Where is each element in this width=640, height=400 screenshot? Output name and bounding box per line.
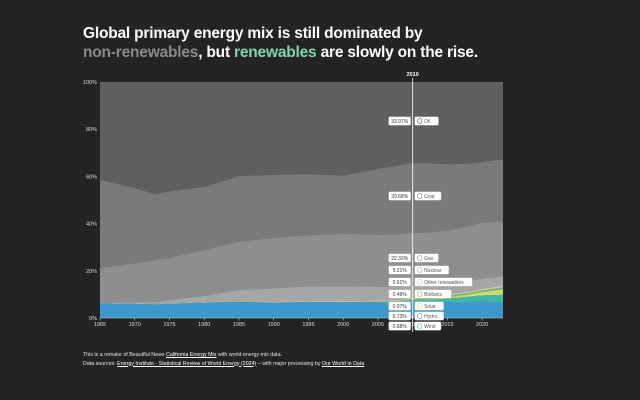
tooltip-series-name: Wind xyxy=(424,324,436,330)
tooltip-value-box xyxy=(388,253,411,263)
tooltip-value: 22.33% xyxy=(391,256,409,262)
oil-drop-icon xyxy=(416,118,423,124)
y-tick-label: 100% xyxy=(83,80,97,86)
tooltip-value: 0.07% xyxy=(393,304,408,310)
tooltip-hydro: 6.73% Hydro xyxy=(388,311,444,321)
y-axis: 0% 20% 40% 60% 80% 100% xyxy=(83,80,97,322)
footer: This is a remake of Beautiful News Calif… xyxy=(83,351,623,368)
x-tick-label: 2000 xyxy=(337,322,349,328)
tooltip-series-name: Gas xyxy=(424,256,434,262)
tooltip-biofuels: 0.49% Biofuels xyxy=(388,289,452,299)
tooltip-value-box xyxy=(388,321,411,331)
tooltip-value-box xyxy=(388,301,411,311)
tooltip-value-box xyxy=(388,265,411,275)
y-tick-label: 20% xyxy=(86,269,97,275)
tooltip-value: 5.21% xyxy=(393,268,408,274)
title-renewables: renewables xyxy=(234,44,317,61)
tooltip-name-box xyxy=(414,311,444,321)
area-coal xyxy=(100,159,503,268)
gas-flame-icon xyxy=(416,255,423,261)
solar-sun-icon xyxy=(416,303,423,309)
x-tick-label: 1965 xyxy=(94,322,106,328)
tooltip-name-box xyxy=(414,265,450,275)
x-tick-label: 1975 xyxy=(163,322,175,328)
tooltip-name-box xyxy=(414,289,452,299)
title-mid: , but xyxy=(198,44,235,61)
link-california-energy-mix[interactable]: California Energy Mix xyxy=(166,352,217,358)
tooltip-value-box xyxy=(388,311,411,321)
tooltip-nuclear: 5.21% Nuclear xyxy=(388,265,450,275)
y-tick-label: 40% xyxy=(86,222,97,228)
x-tick-label: 2015 xyxy=(441,322,453,328)
tooltip-value: 0.68% xyxy=(393,324,408,330)
tooltip-series-name: Solar xyxy=(424,304,436,310)
area-oil xyxy=(100,82,503,195)
hover-year-label: 2010 xyxy=(407,72,419,78)
tooltip-value: 0.61% xyxy=(393,280,408,286)
tooltip-value: 29.68% xyxy=(391,194,409,200)
x-tick-label: 2005 xyxy=(372,322,384,328)
x-tick-label: 1970 xyxy=(129,322,141,328)
footer-line2: Data sources: Energy Institute - Statist… xyxy=(83,360,623,369)
tooltip-other-renewables: 0.61% Other renewables xyxy=(388,277,473,287)
link-our-world-in-data[interactable]: Our World in Data xyxy=(321,360,365,367)
tooltip-name-box xyxy=(414,277,473,287)
tooltip-value-box xyxy=(388,191,411,201)
footer-text-2a: Data sources: xyxy=(83,360,118,367)
tooltip-coal: 29.68% Coal xyxy=(388,191,442,201)
x-tick-label: 1995 xyxy=(302,322,314,328)
tooltip-value: 0.49% xyxy=(393,292,408,298)
nuclear-icon xyxy=(416,267,423,273)
y-tick-label: 0% xyxy=(89,316,97,322)
tooltip-gas: 22.33% Gas xyxy=(388,253,439,263)
title-line1: Global primary energy mix is still domin… xyxy=(83,25,423,42)
y-tick-label: 60% xyxy=(86,174,97,180)
other-renewables-icon xyxy=(416,279,423,285)
biofuels-leaf-icon xyxy=(416,291,423,297)
y-tick-label: 80% xyxy=(86,127,97,133)
tooltip-value-box xyxy=(388,116,411,126)
tooltip-series-name: Other renewables xyxy=(424,280,464,286)
link-energy-institute[interactable]: Energy Institute - Statistical Review of… xyxy=(117,360,257,367)
hydro-wave-icon xyxy=(416,313,423,319)
x-tick-label: 1980 xyxy=(198,322,210,328)
tooltip-oil: 33.97% Oil xyxy=(388,116,439,126)
x-tick-label: 2020 xyxy=(476,322,488,328)
hover-layer[interactable]: 2010 33.97% Oil 29.68% Coal 22.33% Gas 5.21% Nuc… xyxy=(388,72,473,332)
footer-text-2b: – with major processing by xyxy=(256,360,322,367)
coal-icon xyxy=(416,193,423,199)
tooltip-value: 6.73% xyxy=(393,314,408,320)
footer-text-1b: with world energy mix data. xyxy=(216,352,283,358)
title-end: are slowly on the rise. xyxy=(316,44,479,61)
area-other-renewables xyxy=(100,285,503,305)
wind-turbine-icon xyxy=(416,323,423,329)
x-tick-label: 1985 xyxy=(233,322,245,328)
tooltip-value-box xyxy=(388,289,411,299)
tooltip-series-name: Oil xyxy=(424,119,430,125)
tooltip-value-box xyxy=(388,277,411,287)
tooltip-solar: 0.07% Solar xyxy=(388,301,444,311)
tooltip-value: 33.97% xyxy=(391,119,409,125)
footer-line1: This is a remake of Beautiful News Calif… xyxy=(83,351,623,360)
footer-text-1a: This is a remake of Beautiful News xyxy=(83,352,167,358)
title-nonrenewables: non-renewables xyxy=(83,44,199,61)
tooltip-name-box xyxy=(414,301,444,311)
tooltip-series-name: Hydro xyxy=(424,314,438,320)
tooltip-wind: 0.68% Wind xyxy=(388,321,442,331)
tooltip-series-name: Coal xyxy=(424,194,434,200)
tooltip-series-name: Nuclear xyxy=(424,268,442,274)
x-tick-label: 1990 xyxy=(268,322,280,328)
tooltip-series-name: Biofuels xyxy=(424,292,442,298)
chart-title: Global primary energy mix is still domin… xyxy=(83,24,563,62)
